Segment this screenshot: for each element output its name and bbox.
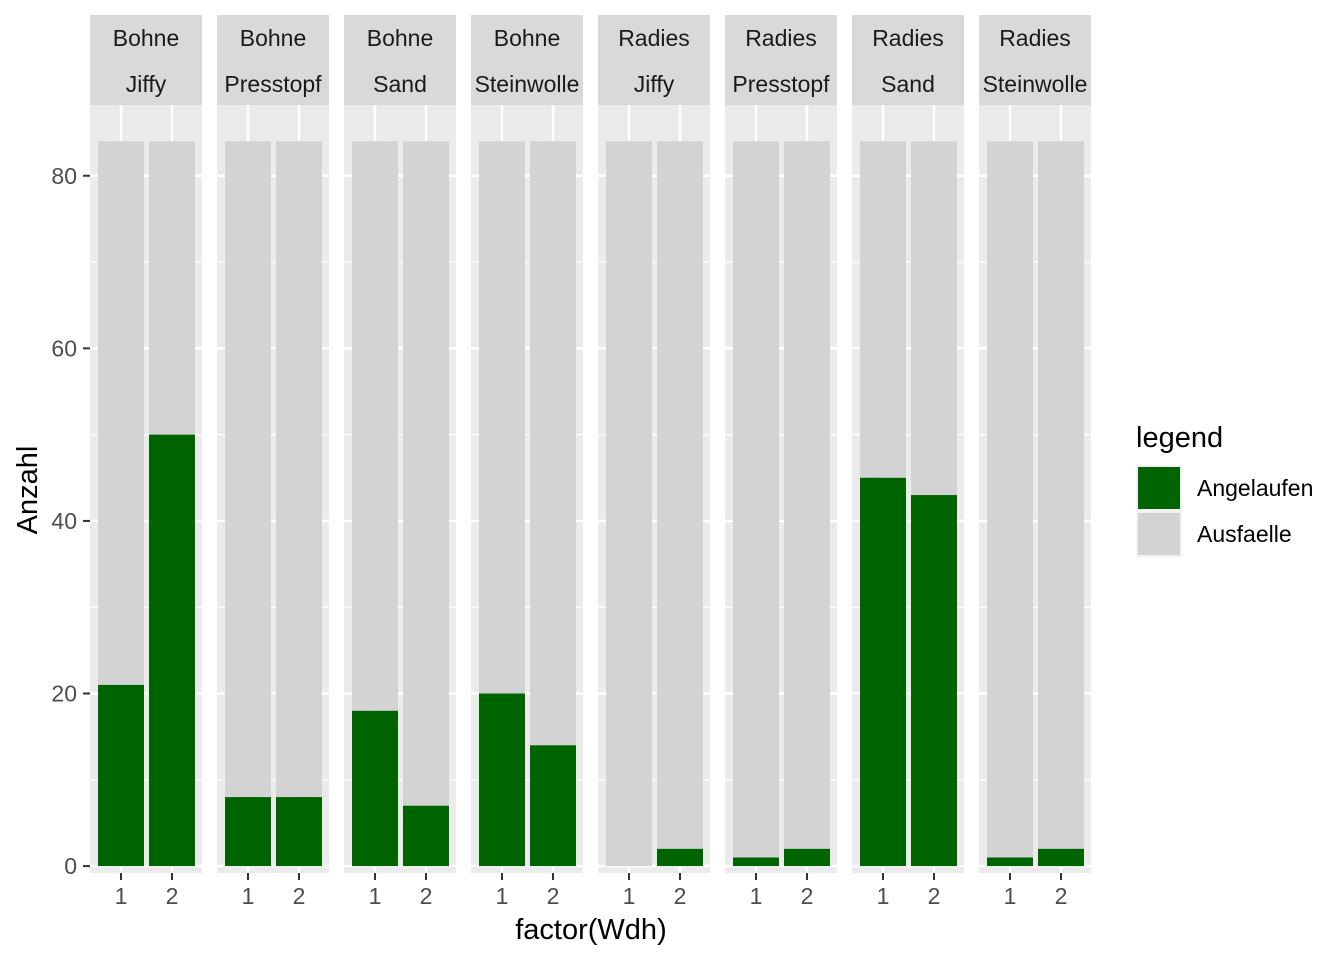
bar-angelaufen bbox=[149, 434, 195, 867]
facet-label-bottom: Presstopf bbox=[224, 71, 322, 97]
facet-panel: Bohne Jiffy 1 2 bbox=[90, 15, 202, 909]
bar-ausfaelle bbox=[987, 141, 1033, 858]
facet-label-top: Radies bbox=[618, 25, 690, 51]
legend-title: legend bbox=[1136, 422, 1223, 454]
facet-panel: Radies Steinwolle 1 2 bbox=[979, 15, 1091, 909]
facet-strip bbox=[725, 15, 837, 105]
facet-label-bottom: Sand bbox=[881, 71, 935, 97]
facet-panel: Radies Sand 1 2 bbox=[852, 15, 964, 909]
y-tick-label: 20 bbox=[51, 681, 77, 707]
x-tick-label: 1 bbox=[369, 883, 382, 909]
facet-strip bbox=[852, 15, 964, 105]
x-tick-label: 2 bbox=[166, 883, 179, 909]
legend-label: Angelaufen bbox=[1197, 475, 1313, 501]
bar-ausfaelle bbox=[606, 141, 652, 867]
facet-label-bottom: Jiffy bbox=[634, 71, 675, 97]
bar-angelaufen bbox=[1038, 848, 1084, 867]
bar-angelaufen bbox=[98, 684, 144, 867]
bar-ausfaelle bbox=[784, 141, 830, 849]
facet-panel: Radies Jiffy 1 2 bbox=[598, 15, 710, 909]
bar-angelaufen bbox=[987, 857, 1033, 867]
x-tick-label: 1 bbox=[750, 883, 763, 909]
x-tick-label: 2 bbox=[547, 883, 560, 909]
bar-angelaufen bbox=[276, 797, 322, 867]
bar-ausfaelle bbox=[911, 141, 957, 496]
legend: legend Angelaufen Ausfaelle bbox=[1136, 422, 1313, 557]
facet-strip bbox=[217, 15, 329, 105]
x-tick-label: 1 bbox=[496, 883, 509, 909]
facet-strip bbox=[471, 15, 583, 105]
bar-angelaufen bbox=[911, 495, 957, 867]
bar-angelaufen bbox=[860, 477, 906, 867]
facet-label-bottom: Steinwolle bbox=[475, 71, 580, 97]
facet-label-top: Bohne bbox=[240, 25, 307, 51]
x-tick-label: 1 bbox=[1004, 883, 1017, 909]
bar-ausfaelle bbox=[276, 141, 322, 798]
facet-panel: Radies Presstopf 1 2 bbox=[725, 15, 837, 909]
facet-panel: Bohne Sand 1 2 bbox=[344, 15, 456, 909]
bar-angelaufen bbox=[225, 797, 271, 867]
x-tick-label: 1 bbox=[623, 883, 636, 909]
bar-ausfaelle bbox=[149, 141, 195, 435]
facet-label-top: Radies bbox=[745, 25, 817, 51]
facet-label-bottom: Steinwolle bbox=[983, 71, 1088, 97]
bar-ausfaelle bbox=[352, 141, 398, 711]
x-tick-label: 1 bbox=[242, 883, 255, 909]
facet-label-bottom: Presstopf bbox=[732, 71, 830, 97]
x-tick-label: 1 bbox=[115, 883, 128, 909]
facet-strip bbox=[979, 15, 1091, 105]
facet-label-top: Bohne bbox=[494, 25, 561, 51]
y-tick-label: 40 bbox=[51, 508, 77, 534]
facet-label-bottom: Jiffy bbox=[126, 71, 167, 97]
bar-ausfaelle bbox=[403, 141, 449, 806]
bar-ausfaelle bbox=[225, 141, 271, 798]
facet-panel: Bohne Presstopf 1 2 bbox=[217, 15, 329, 909]
bar-angelaufen bbox=[784, 848, 830, 867]
x-tick-label: 2 bbox=[801, 883, 814, 909]
y-tick-label: 80 bbox=[51, 163, 77, 189]
facet-strip bbox=[90, 15, 202, 105]
x-tick-label: 2 bbox=[293, 883, 306, 909]
x-tick-label: 2 bbox=[928, 883, 941, 909]
bar-ausfaelle bbox=[530, 141, 576, 746]
y-axis-title: Anzahl bbox=[12, 446, 44, 535]
x-tick-label: 2 bbox=[420, 883, 433, 909]
x-tick-label: 1 bbox=[877, 883, 890, 909]
bar-ausfaelle bbox=[733, 141, 779, 858]
facet-label-top: Radies bbox=[872, 25, 944, 51]
facet-label-top: Radies bbox=[999, 25, 1071, 51]
facet-strip bbox=[344, 15, 456, 105]
y-axis: 0 20 40 60 80 bbox=[51, 163, 90, 879]
bar-ausfaelle bbox=[98, 141, 144, 685]
x-axis-title: factor(Wdh) bbox=[515, 914, 666, 946]
legend-key-swatch bbox=[1138, 467, 1180, 509]
legend-key-swatch bbox=[1138, 513, 1180, 555]
facet-panel: Bohne Steinwolle 1 2 bbox=[471, 15, 583, 909]
bar-angelaufen bbox=[352, 710, 398, 867]
bar-angelaufen bbox=[530, 745, 576, 867]
facet-strip bbox=[598, 15, 710, 105]
bar-angelaufen bbox=[479, 693, 525, 867]
y-tick-label: 60 bbox=[51, 335, 77, 361]
facet-label-top: Bohne bbox=[113, 25, 180, 51]
bar-angelaufen bbox=[403, 805, 449, 867]
bar-ausfaelle bbox=[1038, 141, 1084, 849]
x-tick-label: 2 bbox=[674, 883, 687, 909]
facet-label-bottom: Sand bbox=[373, 71, 427, 97]
bar-angelaufen bbox=[657, 848, 703, 867]
y-tick-label: 0 bbox=[64, 853, 77, 879]
legend-label: Ausfaelle bbox=[1197, 521, 1292, 547]
bar-angelaufen bbox=[733, 857, 779, 867]
bar-ausfaelle bbox=[657, 141, 703, 849]
x-tick-label: 2 bbox=[1055, 883, 1068, 909]
bar-ausfaelle bbox=[860, 141, 906, 478]
facet-label-top: Bohne bbox=[367, 25, 434, 51]
bar-ausfaelle bbox=[479, 141, 525, 694]
